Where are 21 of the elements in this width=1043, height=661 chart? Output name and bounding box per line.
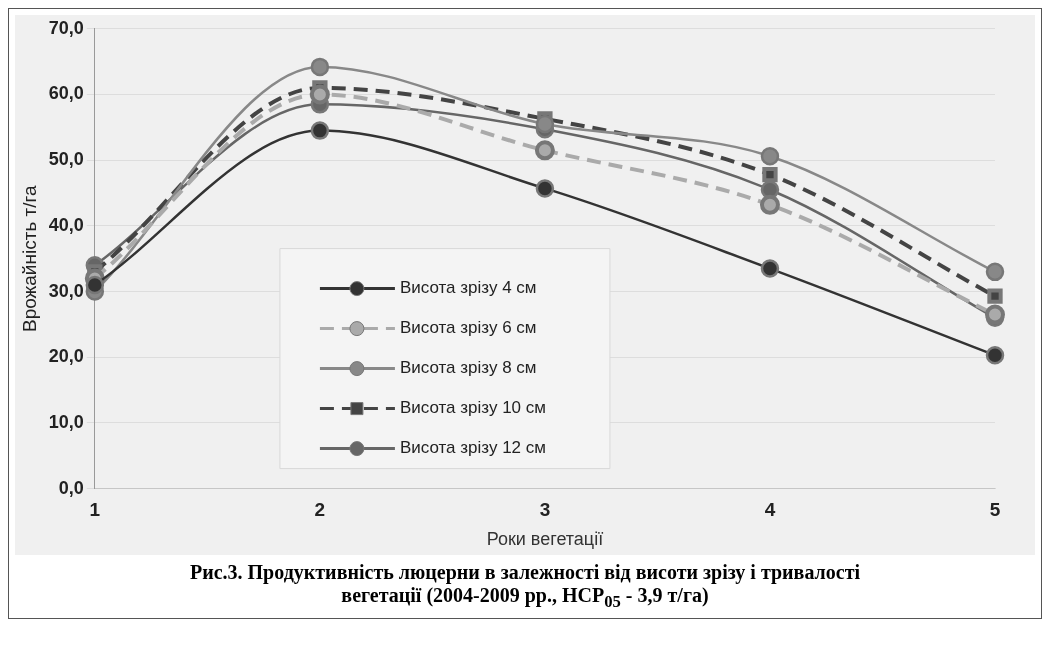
x-tick-label: 4 (764, 499, 776, 521)
y-axis-title: Врожайність т/га (18, 184, 40, 333)
x-tick-label: 3 (539, 499, 551, 521)
y-tick-label: 0,0 (58, 477, 84, 498)
legend-label: Висота зрізу 10 см (399, 398, 546, 418)
legend-label: Висота зрізу 4 см (399, 278, 537, 298)
x-axis-title: Роки вегетації (486, 529, 604, 550)
legend-label: Висота зрізу 6 см (399, 318, 537, 338)
y-tick-label: 40,0 (48, 214, 84, 235)
legend-label: Висота зрізу 12 см (399, 438, 546, 458)
y-tick-label: 10,0 (48, 411, 84, 432)
y-tick-label: 60,0 (48, 83, 84, 104)
x-tick-label: 5 (989, 499, 1001, 521)
y-tick-label: 70,0 (48, 17, 84, 38)
y-tick-label: 50,0 (48, 149, 84, 170)
text: Рис.3. Продуктивність люцерни в залежності від висоти зрізу і тривалості вегетації (2004-2009 рр., НСР$_{05}$ - 3,9 т/га) (188, 561, 862, 612)
x-tick-label: 1 (89, 499, 101, 521)
y-tick-label: 30,0 (48, 280, 84, 301)
legend-label: Висота зрізу 8 см (399, 358, 537, 378)
y-tick-label: 20,0 (48, 346, 84, 367)
x-tick-label: 2 (314, 499, 326, 521)
